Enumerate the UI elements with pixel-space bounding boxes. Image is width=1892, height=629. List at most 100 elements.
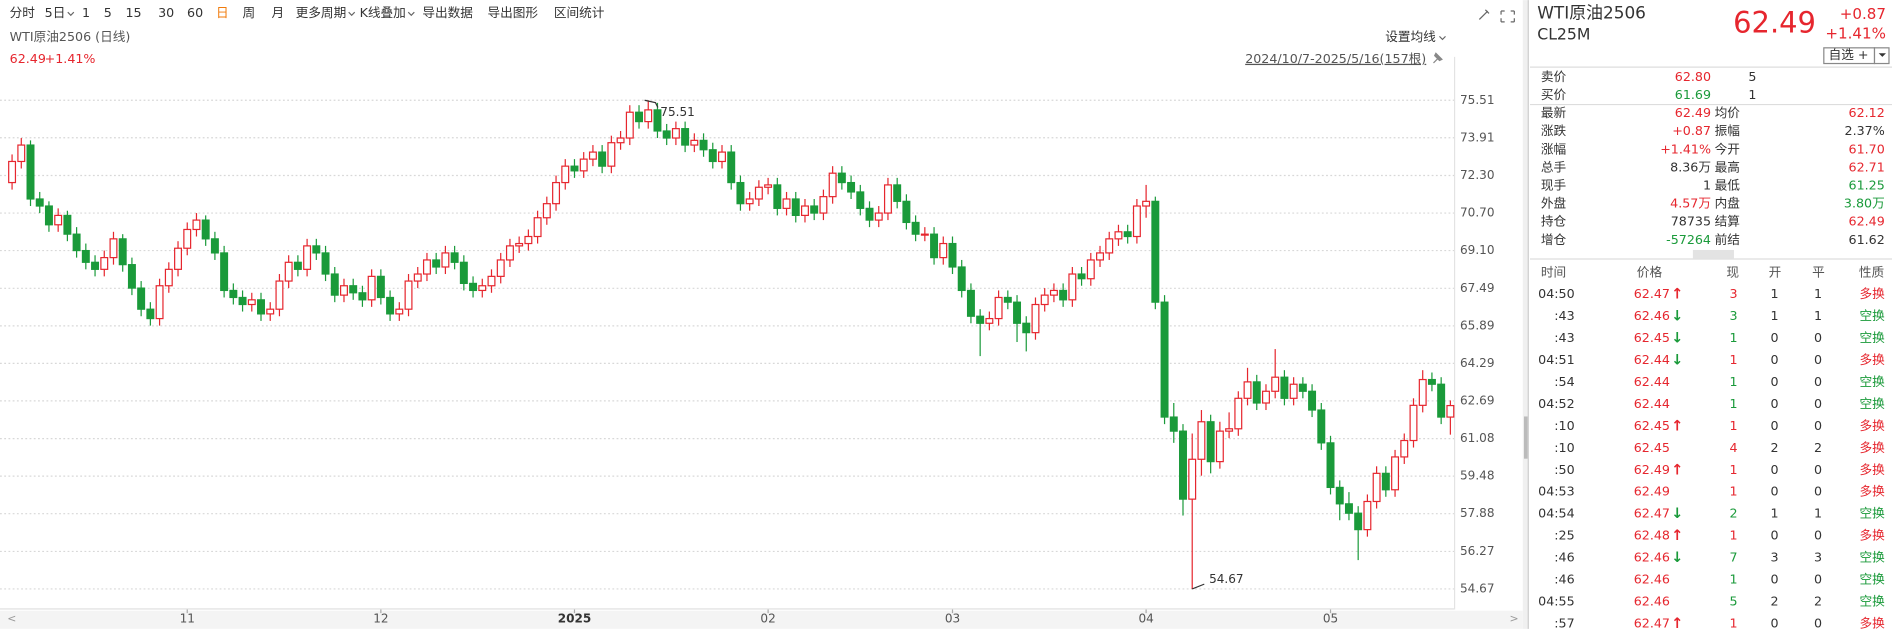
splitter[interactable] <box>1522 0 1528 629</box>
candle-body <box>690 139 699 146</box>
scrollbar-track[interactable] <box>0 610 1523 629</box>
candle-body <box>635 111 644 123</box>
draw-tool-icon[interactable] <box>1478 9 1490 20</box>
candle-body <box>920 233 929 236</box>
settings-button[interactable]: 设置均线 <box>1385 29 1436 44</box>
toolbar-item[interactable]: 区间统计 <box>554 5 605 20</box>
y-tick-label: 70.70 <box>1460 206 1495 220</box>
trade-nature: 空换 <box>1859 550 1885 565</box>
trade-vol: 1 <box>1729 484 1737 499</box>
y-tick-label: 62.69 <box>1460 393 1495 407</box>
toolbar-item[interactable]: 导出图形 <box>487 5 538 20</box>
trade-arrow: ↑ <box>1671 287 1683 303</box>
candle-body <box>1197 421 1206 460</box>
candle-body <box>1335 486 1344 505</box>
candle-body <box>404 280 413 310</box>
book-qty: 1 <box>1748 87 1756 102</box>
watch-label[interactable]: 自选 + <box>1829 47 1869 62</box>
candle-body <box>976 315 985 324</box>
chevron[interactable] <box>407 11 415 17</box>
candle-body <box>358 292 367 301</box>
candle-body <box>386 296 395 315</box>
candle-body <box>524 235 533 245</box>
trade-price: 62.46 <box>1634 594 1670 609</box>
stat-label: 均价 <box>1715 105 1741 120</box>
candle-body <box>275 280 284 310</box>
trade-vol: 1 <box>1729 616 1737 629</box>
trade-vol: 3 <box>1729 308 1737 323</box>
candle-body <box>1160 301 1169 418</box>
trade-time: 04:50 <box>1538 286 1574 301</box>
trade-price: 62.47 <box>1634 506 1670 521</box>
trade-price: 62.44 <box>1634 396 1670 411</box>
candle-body <box>1446 404 1455 418</box>
chevron[interactable] <box>1439 35 1446 41</box>
stat-label: 振幅 <box>1715 123 1741 138</box>
chevron[interactable] <box>67 11 75 17</box>
candle-body <box>1261 390 1270 404</box>
candle-body <box>773 184 782 209</box>
toolbar-item[interactable]: 5 <box>104 5 112 20</box>
candle-body <box>1317 409 1326 444</box>
toolbar-item[interactable]: 更多周期 <box>296 5 347 20</box>
trade-open: 0 <box>1771 528 1779 543</box>
candle-body <box>994 296 1003 320</box>
trade-open: 2 <box>1771 440 1779 455</box>
stat-value: 62.49 <box>1675 105 1711 120</box>
candle-body <box>837 172 846 184</box>
dropdown-arrow[interactable] <box>1878 53 1886 57</box>
candle-body <box>238 296 247 306</box>
pin-icon[interactable] <box>1433 52 1443 64</box>
toolbar-item[interactable]: 导出数据 <box>422 5 473 20</box>
trade-header: 现 <box>1726 264 1739 279</box>
x-tick-label: 12 <box>373 612 388 626</box>
candle-body <box>1418 378 1427 406</box>
toolbar-item[interactable]: 1 <box>82 5 90 20</box>
candle-body <box>450 252 459 263</box>
scroll-right[interactable]: > <box>1509 612 1518 625</box>
chevron[interactable] <box>348 11 356 17</box>
toolbar-item[interactable]: 60 <box>187 5 203 20</box>
splitter-handle[interactable] <box>1523 416 1528 459</box>
candle-body <box>1363 500 1372 531</box>
toolbar-item[interactable]: 周 <box>243 5 256 20</box>
candle-body <box>856 191 865 209</box>
stat-value: 61.25 <box>1849 177 1885 192</box>
toolbar-item[interactable]: 30 <box>158 5 174 20</box>
scroll-left[interactable]: < <box>7 612 16 625</box>
trade-header: 开 <box>1769 264 1782 279</box>
trade-arrow: ↑ <box>1671 418 1683 434</box>
trade-time: :10 <box>1554 440 1574 455</box>
candle-body <box>284 261 293 282</box>
candle-body <box>874 212 883 221</box>
candle-body <box>616 137 625 144</box>
candle-body <box>736 181 745 205</box>
candle-body <box>1169 416 1178 432</box>
stat-label: 最低 <box>1715 177 1741 192</box>
candle-body <box>100 257 109 270</box>
candle-body <box>533 217 542 238</box>
trade-nature: 多换 <box>1859 616 1885 629</box>
candle-body <box>1391 456 1400 491</box>
toolbar-item[interactable]: K线叠加 <box>360 5 406 20</box>
candle-body <box>1354 512 1363 531</box>
stat-value: 1 <box>1703 177 1711 192</box>
collapse-tab[interactable] <box>1692 249 1734 259</box>
trade-open: 0 <box>1771 330 1779 345</box>
toolbar-item[interactable]: 15 <box>125 5 141 20</box>
trade-vol: 3 <box>1729 286 1737 301</box>
trade-vol: 1 <box>1729 418 1737 433</box>
candle-body <box>395 308 404 315</box>
fullscreen-icon[interactable] <box>1500 10 1515 23</box>
candle-body <box>1077 273 1086 280</box>
chart-price: 62.49 <box>10 51 46 66</box>
trade-price: 62.46 <box>1634 572 1670 587</box>
toolbar-item[interactable]: 月 <box>271 5 284 20</box>
trade-price: 62.49 <box>1634 462 1670 477</box>
stat-value: 3.80万 <box>1844 196 1885 211</box>
toolbar-item[interactable]: 分时 <box>10 5 36 20</box>
toolbar-item[interactable]: 日 <box>216 5 229 20</box>
toolbar-item[interactable]: 5日 <box>45 5 66 20</box>
trade-close: 2 <box>1814 594 1822 609</box>
